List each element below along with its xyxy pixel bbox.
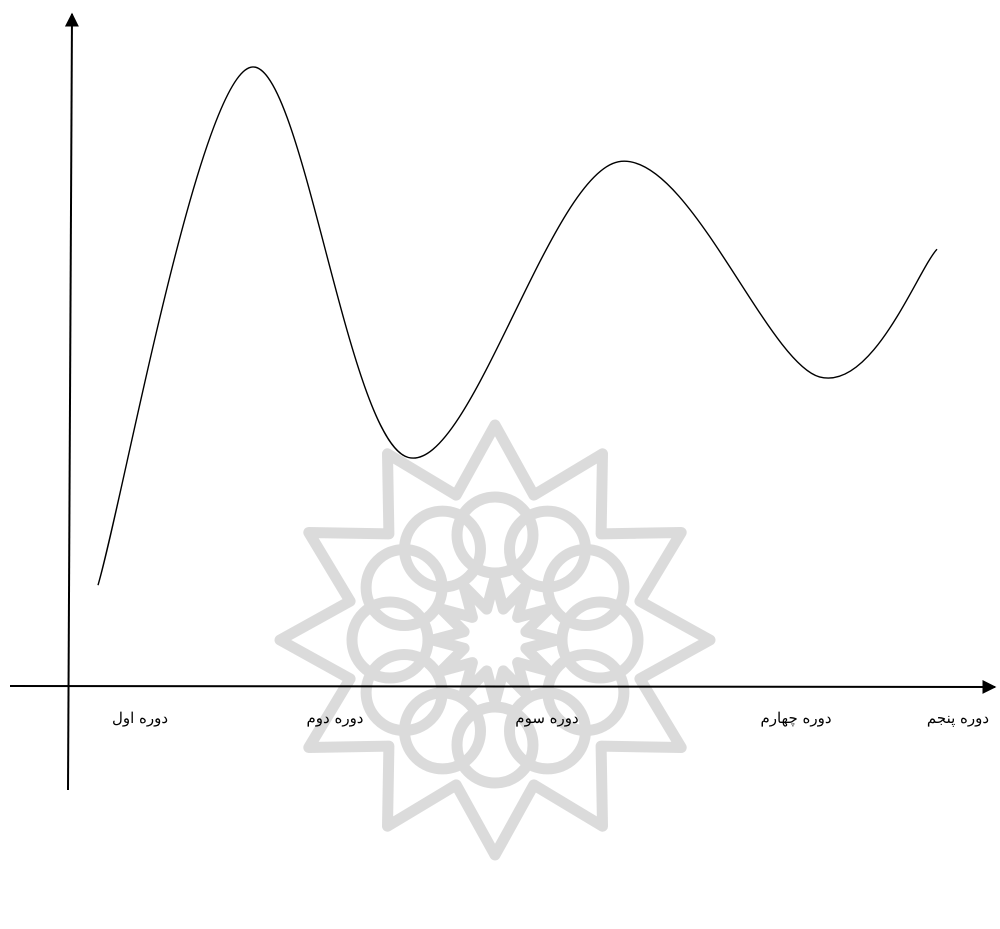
rosette-ring-circle [542, 649, 630, 736]
x-tick-label-2: دوره دوم [306, 709, 363, 727]
series-line [97, 66, 938, 586]
geometric-star-rosette-icon [274, 419, 716, 861]
y-axis [64, 12, 79, 791]
x-tick-label-5: دوره پنجم [927, 709, 989, 727]
rosette-ring-circle [542, 544, 630, 631]
rosette-ring-circle [451, 491, 539, 579]
rosette-inner-star [427, 572, 563, 708]
rosette-ring-circle [360, 544, 448, 631]
rosette-ring-circle [504, 505, 591, 593]
rosette-ring-circle [399, 505, 486, 593]
x-tick-label-3: دوره سوم [515, 709, 578, 727]
rosette-ring-circle [556, 596, 644, 684]
x-tick-label-4: دوره چهارم [760, 709, 831, 727]
rosette-ring-circle [504, 687, 591, 775]
x-axis [9, 679, 997, 694]
rosette-ring-circle [399, 687, 486, 775]
x-tick-label-1: دوره اول [112, 709, 168, 727]
rosette-ring-circle [451, 701, 539, 789]
rosette-ring-circle [346, 596, 434, 684]
rosette-star-outline [274, 419, 716, 861]
rosette-ring-circle [360, 649, 448, 736]
